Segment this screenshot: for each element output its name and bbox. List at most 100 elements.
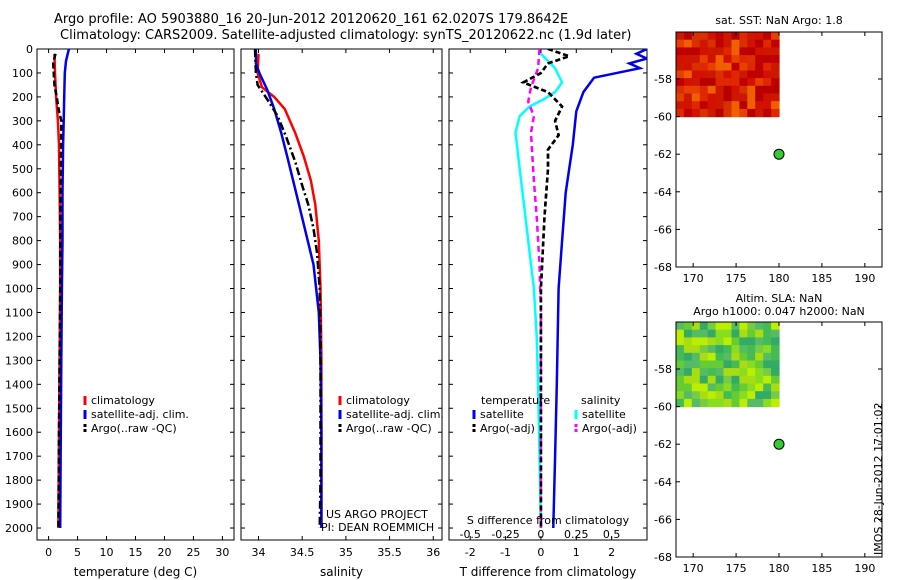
sst_map-heatmap-cell [755,47,764,56]
sst_map-heatmap-cell [755,39,764,48]
temperature-legend-item-1-label: satellite-adj. clim. [91,408,189,421]
sla_map-heatmap-cell [723,329,732,338]
temperature-xtick-label: 30 [215,546,229,559]
sst_map-heatmap-cell [691,101,701,110]
sla_map-xtick-label: 175 [726,562,747,575]
sla_map-heatmap-cell [691,398,701,408]
sst_map-heatmap-cell [707,108,717,118]
sla_map-heatmap-cell [763,368,772,377]
temperature-legend-item-0-label: climatology [91,394,155,407]
sla_map-heatmap-cell [707,329,717,338]
sst_map-ytick-label: -58 [654,73,672,86]
sla_map-heatmap-cell [763,391,772,400]
sla_map-heatmap-cell [731,352,740,362]
sst_map-xtick-label: 170 [683,272,704,285]
difference-profile-panel: -2 -1 0 1 2 T difference from climatology S di… [448,48,648,579]
sst_map-heatmap-cell [747,55,756,64]
sst_map-heatmap-cell [715,108,725,118]
sst_map-heatmap-cell [771,101,780,110]
sla_map-heatmap-cell [691,345,701,354]
sst_map-heatmap-cell [691,32,701,41]
sla_map-heatmap-cell [699,337,709,346]
sla_map-heatmap-cell [731,391,740,400]
sla_map-subtitle: Argo h1000: 0.047 h2000: NaN [693,305,865,318]
sla_map-heatmap-cell [715,329,725,338]
sla_map-heatmap-cell [723,391,732,400]
sla_map-xtick-label: 180 [769,562,790,575]
sst_map-heatmap-cell [676,47,685,56]
difference-legend-sal-argo-label: Argo(-adj) [582,422,637,435]
sst_map-argo-position-marker [773,148,785,160]
temperature-axes-frame [36,48,235,541]
sla_map-heatmap-cell [771,345,780,354]
sst_map-ytick-label: -66 [654,223,672,236]
sla_map-heatmap-cell [739,383,748,392]
sla_map-heatmap-cell [707,352,717,362]
sst_map-heatmap-cell [676,39,685,48]
sla_map-heatmap-cell [699,398,709,408]
sst_map-heatmap-cell [723,62,732,72]
sla_map-heatmap-cell [691,329,701,338]
sst_map-heatmap-cell [723,108,732,118]
sst_map-heatmap-cell [763,62,772,72]
sla_map-heatmap-cell [771,368,780,377]
temperature-ytick-label: 600 [12,187,33,200]
sst_map-heatmap-cell [771,47,780,56]
sla_map-heatmap-cell [676,368,685,377]
sla_map-argo-position-marker [773,438,785,450]
sla_map-xtick-label: 185 [811,562,832,575]
sst_map-heatmap-cell [747,101,756,110]
sla_map-heatmap-cell [683,352,693,362]
difference-x2tick-label: -0.5 [459,528,480,541]
sla_map-heatmap-cell [707,383,717,392]
temperature-ytick-label: 800 [12,235,33,248]
salinity-xtick-label: 36 [426,546,440,559]
sst_map-heatmap-cell [739,55,748,64]
sla_map-heatmap-cell [699,352,709,362]
difference-series-line-1 [520,49,574,528]
sst_map-heatmap-cell [683,39,693,48]
sst_map-heatmap-cell [747,85,756,95]
salinity-legend-item-1-label: satellite-adj. clim. [346,408,444,421]
sst_map-heatmap-cell [715,85,725,95]
project-annotation-line1: US ARGO PROJECT [326,508,428,521]
sst_map-heatmap-cell [731,55,740,64]
sst_map-heatmap-cell [747,47,756,56]
sst_map-heatmap-cell [731,32,740,41]
sla_map-heatmap-cell [747,375,756,385]
difference-x2tick-label: 0.5 [603,528,621,541]
sla_map-ytick-label: -60 [654,401,672,414]
sla_map-heatmap-cell [747,398,756,408]
sla_map-heatmap-cell [715,360,725,369]
sst_map-heatmap-cell [676,101,685,110]
sla_map-heatmap-cell [707,398,717,408]
sla_map-heatmap-cell [747,368,756,377]
sst_map-heatmap-cell [739,70,748,79]
sst_map-heatmap-cell [723,101,732,110]
sla_map-heatmap-cell [731,368,740,377]
temperature-series-line-2 [51,53,63,529]
sla_map-heatmap-cell [763,375,772,385]
sst_map-xtick-label: 175 [726,272,747,285]
sst_map-heatmap-cell [707,62,717,72]
sst_map-heatmap-cell [707,78,717,87]
temperature-ytick-label: 1700 [5,450,33,463]
difference-x2tick-label: 0.25 [564,528,589,541]
sla_map-heatmap-cell [715,383,725,392]
sst_map-ytick-label: -60 [654,111,672,124]
sla_map-heatmap-cell [731,375,740,385]
sla_map-ytick-label: -62 [654,438,672,451]
sla_map-ytick-label: -64 [654,476,672,489]
sla_map-heatmap-cell [691,383,701,392]
sla_map-heatmap-cell [739,345,748,354]
sla_map-heatmap-cell [731,398,740,408]
sla_map-heatmap-cell [755,375,764,385]
sst_map-heatmap-cell [699,55,709,64]
sst_map-heatmap-cell [755,70,764,79]
sla_map-heatmap-cell [739,368,748,377]
sst_map-heatmap-cell [731,108,740,118]
sst_map-heatmap-cell [699,39,709,48]
sst_map-heatmap-cell [747,62,756,72]
temperature-ytick-label: 900 [12,259,33,272]
sla_map-heatmap-cell [715,375,725,385]
